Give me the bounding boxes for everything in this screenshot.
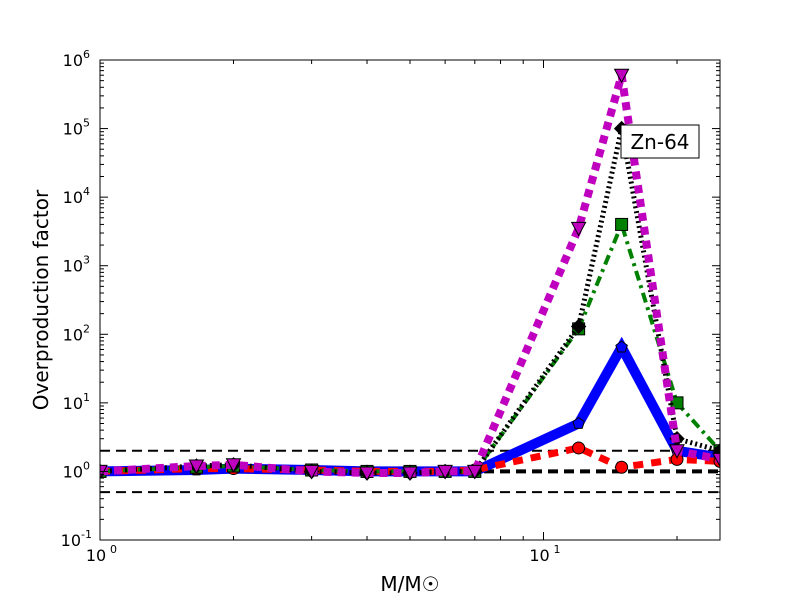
data-point — [570, 221, 587, 237]
y-tick-exponent: 6 — [83, 48, 90, 61]
data-point — [572, 416, 585, 429]
data-point — [670, 396, 684, 410]
data-point — [615, 217, 629, 231]
data-point — [225, 458, 242, 473]
y-tick-exponent: 1 — [83, 391, 90, 404]
data-point — [615, 460, 629, 474]
data-point — [359, 466, 375, 482]
y-tick-label: 10 — [63, 394, 83, 413]
data-point — [303, 464, 320, 480]
y-tick-exponent: 2 — [83, 322, 90, 335]
y-tick-label: 10 — [63, 257, 83, 276]
data-point — [669, 444, 685, 459]
annotation-label: Zn-64 — [630, 130, 689, 154]
y-tick-exponent: -1 — [81, 528, 92, 541]
data-point — [712, 452, 720, 468]
y-tick-label: 10 — [63, 462, 83, 481]
data-point — [466, 464, 483, 480]
x-tick-label: 10 — [86, 546, 106, 565]
y-tick-label: 10 — [63, 120, 83, 139]
y-tick-exponent: 5 — [83, 117, 90, 130]
data-point — [570, 318, 587, 335]
x-tick-label: 10 — [529, 546, 549, 565]
y-tick-exponent: 4 — [83, 185, 90, 198]
data-point — [615, 340, 628, 353]
y-tick-label: 10 — [63, 188, 83, 207]
x-tick-exponent: 1 — [554, 543, 561, 556]
y-tick-exponent: 0 — [83, 459, 90, 472]
y-tick-label: 10 — [61, 531, 81, 550]
x-axis-label: M/M☉ — [380, 572, 439, 596]
annotation-box: Zn-64 — [620, 124, 700, 159]
y-tick-label: 10 — [63, 325, 83, 344]
data-point — [188, 459, 205, 475]
y-tick-label: 10 — [63, 51, 83, 70]
data-point — [613, 68, 630, 84]
y-axis-label: Overproduction factor — [29, 189, 53, 410]
data-point — [572, 441, 586, 455]
x-tick-exponent: 0 — [110, 543, 117, 556]
y-tick-exponent: 3 — [83, 254, 90, 267]
data-point — [402, 466, 418, 482]
data-point — [437, 464, 453, 480]
